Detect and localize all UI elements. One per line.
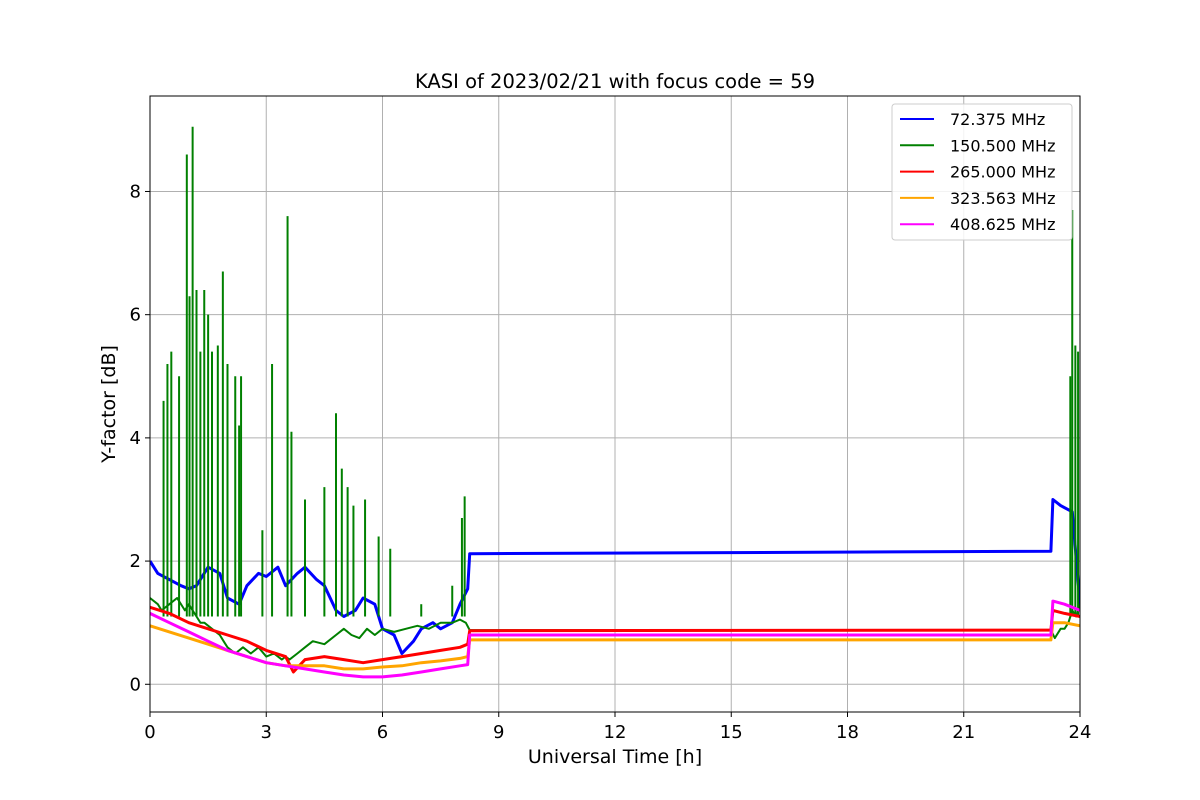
- legend: 72.375 MHz 150.500 MHz 265.000 MHz 323.563 …: [891, 103, 1073, 241]
- y-axis-label: Y-factor [dB]: [98, 345, 120, 464]
- y-tick-label: 4: [130, 428, 141, 449]
- x-tick-label: 21: [952, 722, 975, 743]
- x-tick-label: 6: [377, 722, 388, 743]
- y-tick-label: 6: [130, 305, 141, 326]
- x-tick-label: 24: [1069, 722, 1092, 743]
- x-tick-label: 3: [261, 722, 272, 743]
- legend-box: [891, 103, 1073, 241]
- x-tick-label: 15: [720, 722, 743, 743]
- y-axis-ticks: 0 2 4 6 8: [130, 181, 150, 695]
- legend-label: 150.500 MHz: [950, 136, 1055, 155]
- y-tick-label: 2: [130, 551, 141, 572]
- x-axis-label: Universal Time [h]: [528, 746, 702, 768]
- series-layer: [150, 126, 1080, 679]
- legend-label: 72.375 MHz: [950, 110, 1045, 129]
- x-tick-label: 18: [836, 722, 859, 743]
- plot-area: [150, 126, 1080, 679]
- y-tick-label: 8: [130, 181, 141, 202]
- series-line-4: [150, 599, 1080, 679]
- x-tick-label: 0: [144, 722, 155, 743]
- x-tick-label: 12: [604, 722, 627, 743]
- series-line-1: [150, 597, 1080, 661]
- series-line-2: [150, 605, 1080, 674]
- legend-label: 408.625 MHz: [950, 215, 1055, 234]
- x-axis-ticks: 0 3 6 9 12 15 18 21 24: [144, 712, 1091, 743]
- legend-label: 265.000 MHz: [950, 163, 1055, 182]
- legend-label: 323.563 MHz: [950, 189, 1055, 208]
- chart-title: KASI of 2023/02/21 with focus code = 59: [415, 70, 815, 93]
- y-tick-label: 0: [130, 674, 141, 695]
- x-tick-label: 9: [493, 722, 504, 743]
